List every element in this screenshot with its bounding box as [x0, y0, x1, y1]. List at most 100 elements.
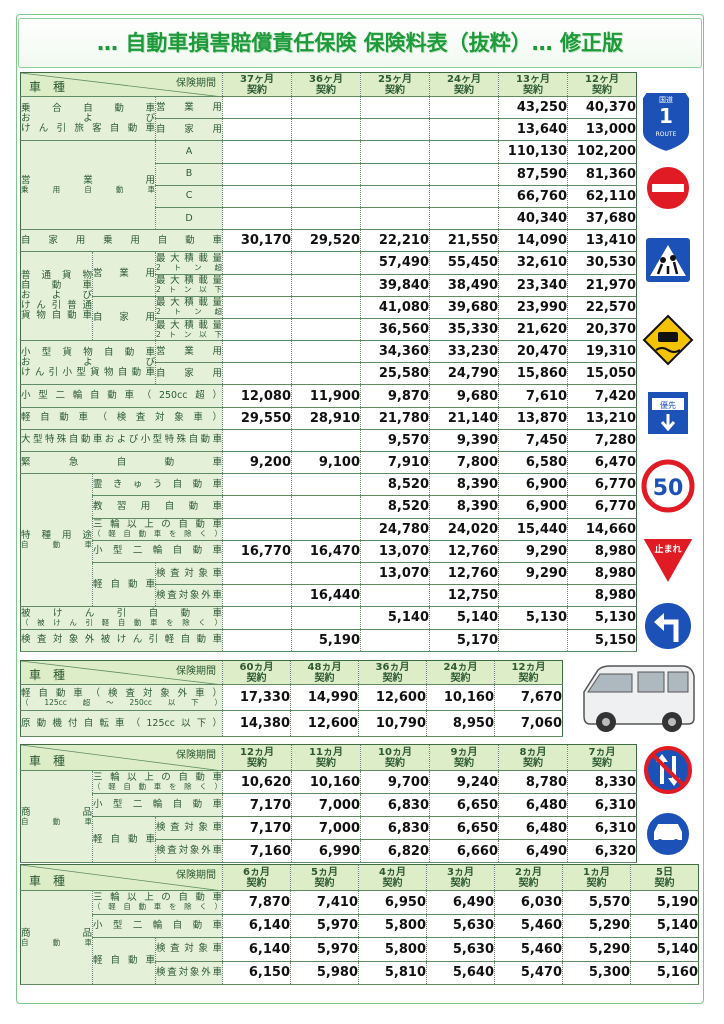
column-header: 11ヵ月 契約	[291, 744, 362, 771]
empty-cell	[222, 96, 293, 120]
data-row: 原動機付自転車（125cc以下） 14,380 12,600 10,790 8,950 7…	[20, 710, 563, 737]
premium-value: 5,460	[494, 937, 564, 962]
column-header-line: 契約	[385, 757, 406, 769]
empty-cell	[222, 318, 293, 342]
premium-value: 21,970	[567, 274, 638, 297]
row-label-line: （軽自動車を除く）	[93, 782, 223, 792]
row-label-line: 原動機付自転車（125cc以下）	[21, 717, 222, 729]
data-row: 自家用乗用自動車 30,170 29,520 22,210 21,550 14,090 13…	[20, 229, 638, 253]
premium-value: 40,370	[567, 96, 638, 120]
row-label-line: 自家用	[156, 123, 223, 135]
premium-value: 6,030	[494, 890, 564, 915]
premium-value: 6,310	[567, 816, 638, 840]
row-label-line: 検査対象車	[156, 822, 223, 834]
column-header: 25ヶ月 契約	[360, 72, 431, 97]
column-header: 8ヵ月 契約	[498, 744, 569, 771]
column-header: 2ヵ月 契約	[494, 864, 564, 891]
premium-value: 7,000	[291, 793, 362, 817]
premium-value: 23,990	[498, 296, 569, 319]
stop-sign: 止まれ	[640, 537, 696, 587]
empty-cell	[222, 473, 293, 497]
empty-cell	[222, 207, 293, 231]
row-label-line: および	[21, 112, 155, 124]
empty-cell	[429, 118, 500, 142]
corner-cell: 保険期間 車 種	[20, 864, 224, 891]
premium-value: 13,070	[360, 562, 431, 586]
row-label: 軽自動車	[92, 937, 156, 985]
row-label-line: 自動車	[21, 816, 92, 826]
premium-value: 19,310	[567, 340, 638, 364]
premium-value: 5,150	[567, 629, 638, 652]
rate-table: 保険期間車 種 6ヵ月 契約 5ヵ月 契約 4ヵ月 契約 3ヵ月 契約 2ヵ月 契約 1ヵ月 契約 5日契…	[20, 864, 700, 985]
empty-cell	[360, 629, 431, 652]
data-row: 自家用 25,580 24,790 15,860 15,050	[21, 362, 638, 386]
empty-cell	[429, 185, 500, 208]
row-label: 被けん引自動車 （被けん引軽自動車を除く）	[20, 606, 224, 630]
premium-value: 9,290	[498, 562, 569, 586]
corner-top: 保険期間	[176, 78, 217, 89]
premium-value: 29,550	[222, 407, 293, 430]
data-row: 営業用 乗用自動車 A 110,130 102,200	[20, 140, 638, 231]
premium-value: 15,050	[567, 362, 638, 386]
premium-value: 36,560	[360, 318, 431, 342]
rate-table: 保険期間車 種 12ヵ月 契約 11ヵ月 契約 10ヵ月 契約 9ヵ月 契約 8ヵ月 契約 7ヵ月 契約…	[20, 744, 638, 863]
premium-value: 30,530	[567, 251, 638, 275]
row-label-line: 軽自動車	[93, 833, 155, 845]
van	[583, 665, 695, 732]
premium-value: 81,360	[567, 163, 638, 186]
empty-cell	[291, 362, 362, 386]
data-row: 軽自動車 検査対象車 7,170 7,000 6,830 6,650 6,480 6,310	[21, 816, 638, 863]
column-header-line: 契約	[385, 84, 406, 96]
empty-cell	[291, 251, 362, 275]
column-header: 48ヵ月 契約	[290, 660, 359, 685]
column-header-line: 契約	[382, 672, 403, 684]
column-header: 5日 契約	[630, 864, 700, 891]
row-label-line: 軽自動車（検査対象車）	[21, 412, 223, 424]
column-header-line: 25ヶ月	[378, 73, 412, 85]
data-row: 商品 自動車 三輪以上の自動車 （軽自動車を除く） 7,870 7,410 6,950 6,4…	[20, 890, 700, 985]
column-header-line: 12ヵ月	[511, 661, 546, 673]
premium-value: 6,140	[222, 914, 292, 938]
row-label: 三輪以上の自動車 （軽自動車を除く）	[92, 770, 224, 794]
speed-text: 50	[653, 476, 684, 501]
data-row: 軽自動車 検査対象車 13,070 12,760 9,290 8,980	[21, 562, 638, 608]
priority-text: 優先	[660, 400, 676, 410]
data-row: 最大積載量 2トン以下 36,560 35,330 21,620 20,370	[21, 318, 638, 342]
column-header: 24ヵ月 契約	[426, 660, 495, 685]
header-row: 保険期間車 種 12ヵ月 契約 11ヵ月 契約 10ヵ月 契約 9ヵ月 契約 8ヵ月 契約 7ヵ月 契約	[20, 744, 638, 771]
corner-top: 保険期間	[176, 666, 216, 677]
row-label-line: 自家用乗用自動車	[21, 234, 223, 246]
premium-value: 5,190	[630, 890, 700, 915]
premium-value: 9,870	[360, 384, 431, 408]
premium-value: 8,950	[426, 710, 495, 737]
empty-cell	[291, 163, 362, 186]
turn-left-sign	[643, 601, 693, 651]
empty-cell	[291, 495, 362, 519]
empty-cell	[222, 340, 293, 364]
data-row: 小型二輪自動車 16,770 16,470 13,070 12,760 9,290 8,98…	[21, 540, 638, 563]
premium-value: 5,970	[290, 914, 360, 938]
premium-value: 6,820	[360, 839, 431, 863]
premium-value: 66,760	[498, 185, 569, 208]
row-label: D	[155, 207, 224, 231]
row-label: A	[155, 140, 224, 164]
data-row: 普通貨物 自動車 および けん引普通 貨物自動車 営業用 最大積載量 2トン超 57,490 55…	[20, 251, 638, 342]
premium-value: 21,620	[498, 318, 569, 342]
pedestrian-sign	[646, 238, 690, 282]
column-header-line: 5ヵ月	[311, 866, 338, 878]
empty-cell	[429, 207, 500, 231]
empty-cell	[291, 296, 362, 319]
premium-value: 9,390	[429, 429, 500, 453]
column-header-line: 契約	[246, 877, 267, 889]
priority-sign: 優先	[648, 392, 688, 434]
premium-value: 110,130	[498, 140, 569, 164]
empty-cell	[291, 118, 362, 142]
premium-value: 8,980	[567, 562, 638, 586]
premium-value: 6,990	[291, 839, 362, 863]
data-row: 最大積載量 2トン以下 39,840 38,490 23,340 21,970	[21, 274, 638, 297]
column-header-line: 4ヵ月	[379, 866, 406, 878]
header-row: 保険期間車 種 6ヵ月 契約 5ヵ月 契約 4ヵ月 契約 3ヵ月 契約 2ヵ月 契約 1ヵ月 契約 5日契…	[20, 864, 700, 891]
premium-value: 8,520	[360, 495, 431, 519]
row-label-line: 乗合自動車	[21, 102, 155, 114]
row-label-line: 大型特殊自動車および小型特殊自動車	[21, 434, 223, 446]
